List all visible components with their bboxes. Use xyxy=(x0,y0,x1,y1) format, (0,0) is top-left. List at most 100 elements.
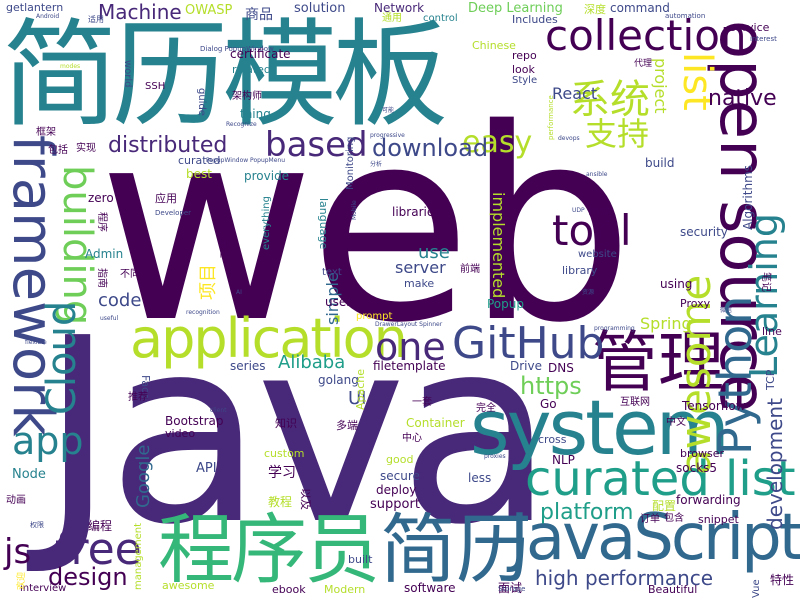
word-filetemplate: filetemplate xyxy=(373,359,446,373)
word-proxy: Proxy xyxy=(680,297,711,310)
word-socks5: socks5 xyxy=(676,461,718,475)
word-animation-cn: 动画 xyxy=(6,495,26,506)
word-collection: collection xyxy=(545,11,747,60)
word-curated-list: curated list xyxy=(525,451,796,507)
word-go: Go xyxy=(540,397,557,411)
word-beautiful: Beautiful xyxy=(648,583,698,596)
word-everything: everything xyxy=(261,196,272,250)
word-thing: thing xyxy=(240,107,271,121)
word-modes: modes xyxy=(60,63,81,70)
word-build: build xyxy=(645,156,675,170)
word-implement-cn: 实现 xyxy=(76,143,96,154)
word-design: design xyxy=(48,563,128,591)
word-permission-cn: 权限 xyxy=(30,521,44,529)
word-web: web xyxy=(98,73,634,381)
word-proxy-cn: 代理 xyxy=(634,59,653,69)
word-mobile: Mobile xyxy=(351,200,358,220)
word-good: good xyxy=(386,453,414,466)
word-language: language xyxy=(317,198,330,250)
word-recognize: Recognize xyxy=(226,121,257,128)
word-general: 通用 xyxy=(382,13,402,24)
word-secure: secure xyxy=(380,469,420,483)
word-cross: cross xyxy=(538,433,567,446)
word-project: project xyxy=(651,58,670,114)
word-performance: performance xyxy=(547,95,555,140)
word-native: native xyxy=(708,86,777,111)
word-javascript: JavaScript xyxy=(510,501,800,575)
word-flow-cn: 流程 xyxy=(218,238,229,258)
word-resume-template: 简历模板 xyxy=(2,8,448,143)
word-related: related xyxy=(232,63,271,76)
word-include-cn: 包括 xyxy=(48,145,68,156)
word-provide: provide xyxy=(244,169,290,183)
word-google: Google xyxy=(133,444,154,508)
word-a-set-cn: 一套 xyxy=(412,397,432,408)
word-server: server xyxy=(395,258,446,277)
word-feature-cn: 特性 xyxy=(770,573,795,587)
word-style: Style xyxy=(512,75,538,86)
word-dialog-popupwindow: Dialog PopupWindow xyxy=(200,45,274,53)
word-framework-cn: 框架 xyxy=(36,127,56,138)
word-order-cn: 订单 xyxy=(640,514,660,525)
word-browser: browser xyxy=(680,447,725,460)
word-depth: 深度 xyxy=(584,3,606,16)
word-bootstrap: Bootstrap xyxy=(165,414,224,428)
word-tool: tool xyxy=(552,206,632,255)
word-proxies: proxies xyxy=(484,453,506,460)
word-devops: devops xyxy=(558,135,580,142)
word-possible-cn: 可能 xyxy=(382,107,395,114)
word-knowledge-cn: 知识 xyxy=(275,417,297,430)
word-curated: curated xyxy=(178,154,221,167)
word-user: user xyxy=(325,295,352,309)
word-high-performance: high performance xyxy=(535,566,714,590)
word-owasp: OWASP xyxy=(185,3,233,18)
word-support-cn: 支持 xyxy=(585,115,650,153)
word-solution: solution xyxy=(294,1,346,16)
word-video: video xyxy=(165,427,196,440)
word-website: website xyxy=(578,249,617,260)
word-ai: AI xyxy=(236,289,242,296)
word-progressive: progressive xyxy=(370,132,405,139)
word-less: less xyxy=(468,471,492,485)
word-node: Node xyxy=(12,467,46,482)
word-ebook: ebook xyxy=(272,583,306,596)
word-text: text xyxy=(322,267,342,278)
word-spring: Spring xyxy=(640,314,692,333)
word-download: download xyxy=(372,134,489,162)
word-contain-cn: 包含 xyxy=(664,513,684,524)
word-zero: zero xyxy=(88,191,114,205)
word-programmer: 程序员 xyxy=(158,505,380,594)
word-drawerlayout-spinner: DrawerLayout Spinner xyxy=(375,321,443,328)
word-automation: automation xyxy=(665,12,706,20)
word-code: code xyxy=(98,290,142,311)
word-guide-cn: 指南 xyxy=(96,268,107,288)
word-java: Java xyxy=(40,284,555,581)
word-learning: Learning xyxy=(742,213,786,378)
word-includes: Includes xyxy=(512,13,558,26)
word-api: API xyxy=(196,461,217,476)
word-repo: repo xyxy=(512,49,537,62)
word-tensorflow: Tensorflow xyxy=(682,399,746,413)
word-ssh: SSH xyxy=(145,81,166,92)
word-deploy: deploy xyxy=(376,483,417,497)
word-different-cn: 不同 xyxy=(120,269,140,280)
word-deep-learning: Deep Learning xyxy=(468,1,563,16)
word-manage: 管理 xyxy=(592,324,724,401)
word-admin: Admin xyxy=(85,247,124,261)
word-make: make xyxy=(404,277,435,290)
word-drive: Drive xyxy=(510,359,542,373)
word-https: https xyxy=(520,372,582,400)
word-resources-cn: 资源 xyxy=(582,289,595,296)
word-modern: Modern xyxy=(324,583,366,596)
word-container: Container xyxy=(406,416,465,430)
word-complete-cn: 完全 xyxy=(476,403,496,414)
word-udp: UDP xyxy=(572,207,585,214)
word-popup: Popup xyxy=(487,297,524,311)
word-easy: easy xyxy=(462,125,533,160)
word-developer: Developer xyxy=(155,209,192,217)
word-awesome-small: awesome xyxy=(162,579,215,592)
word-guide: guide xyxy=(196,88,207,116)
word-center-cn: 中心 xyxy=(402,433,422,444)
word-program-cn-2: 编程 xyxy=(88,519,113,533)
